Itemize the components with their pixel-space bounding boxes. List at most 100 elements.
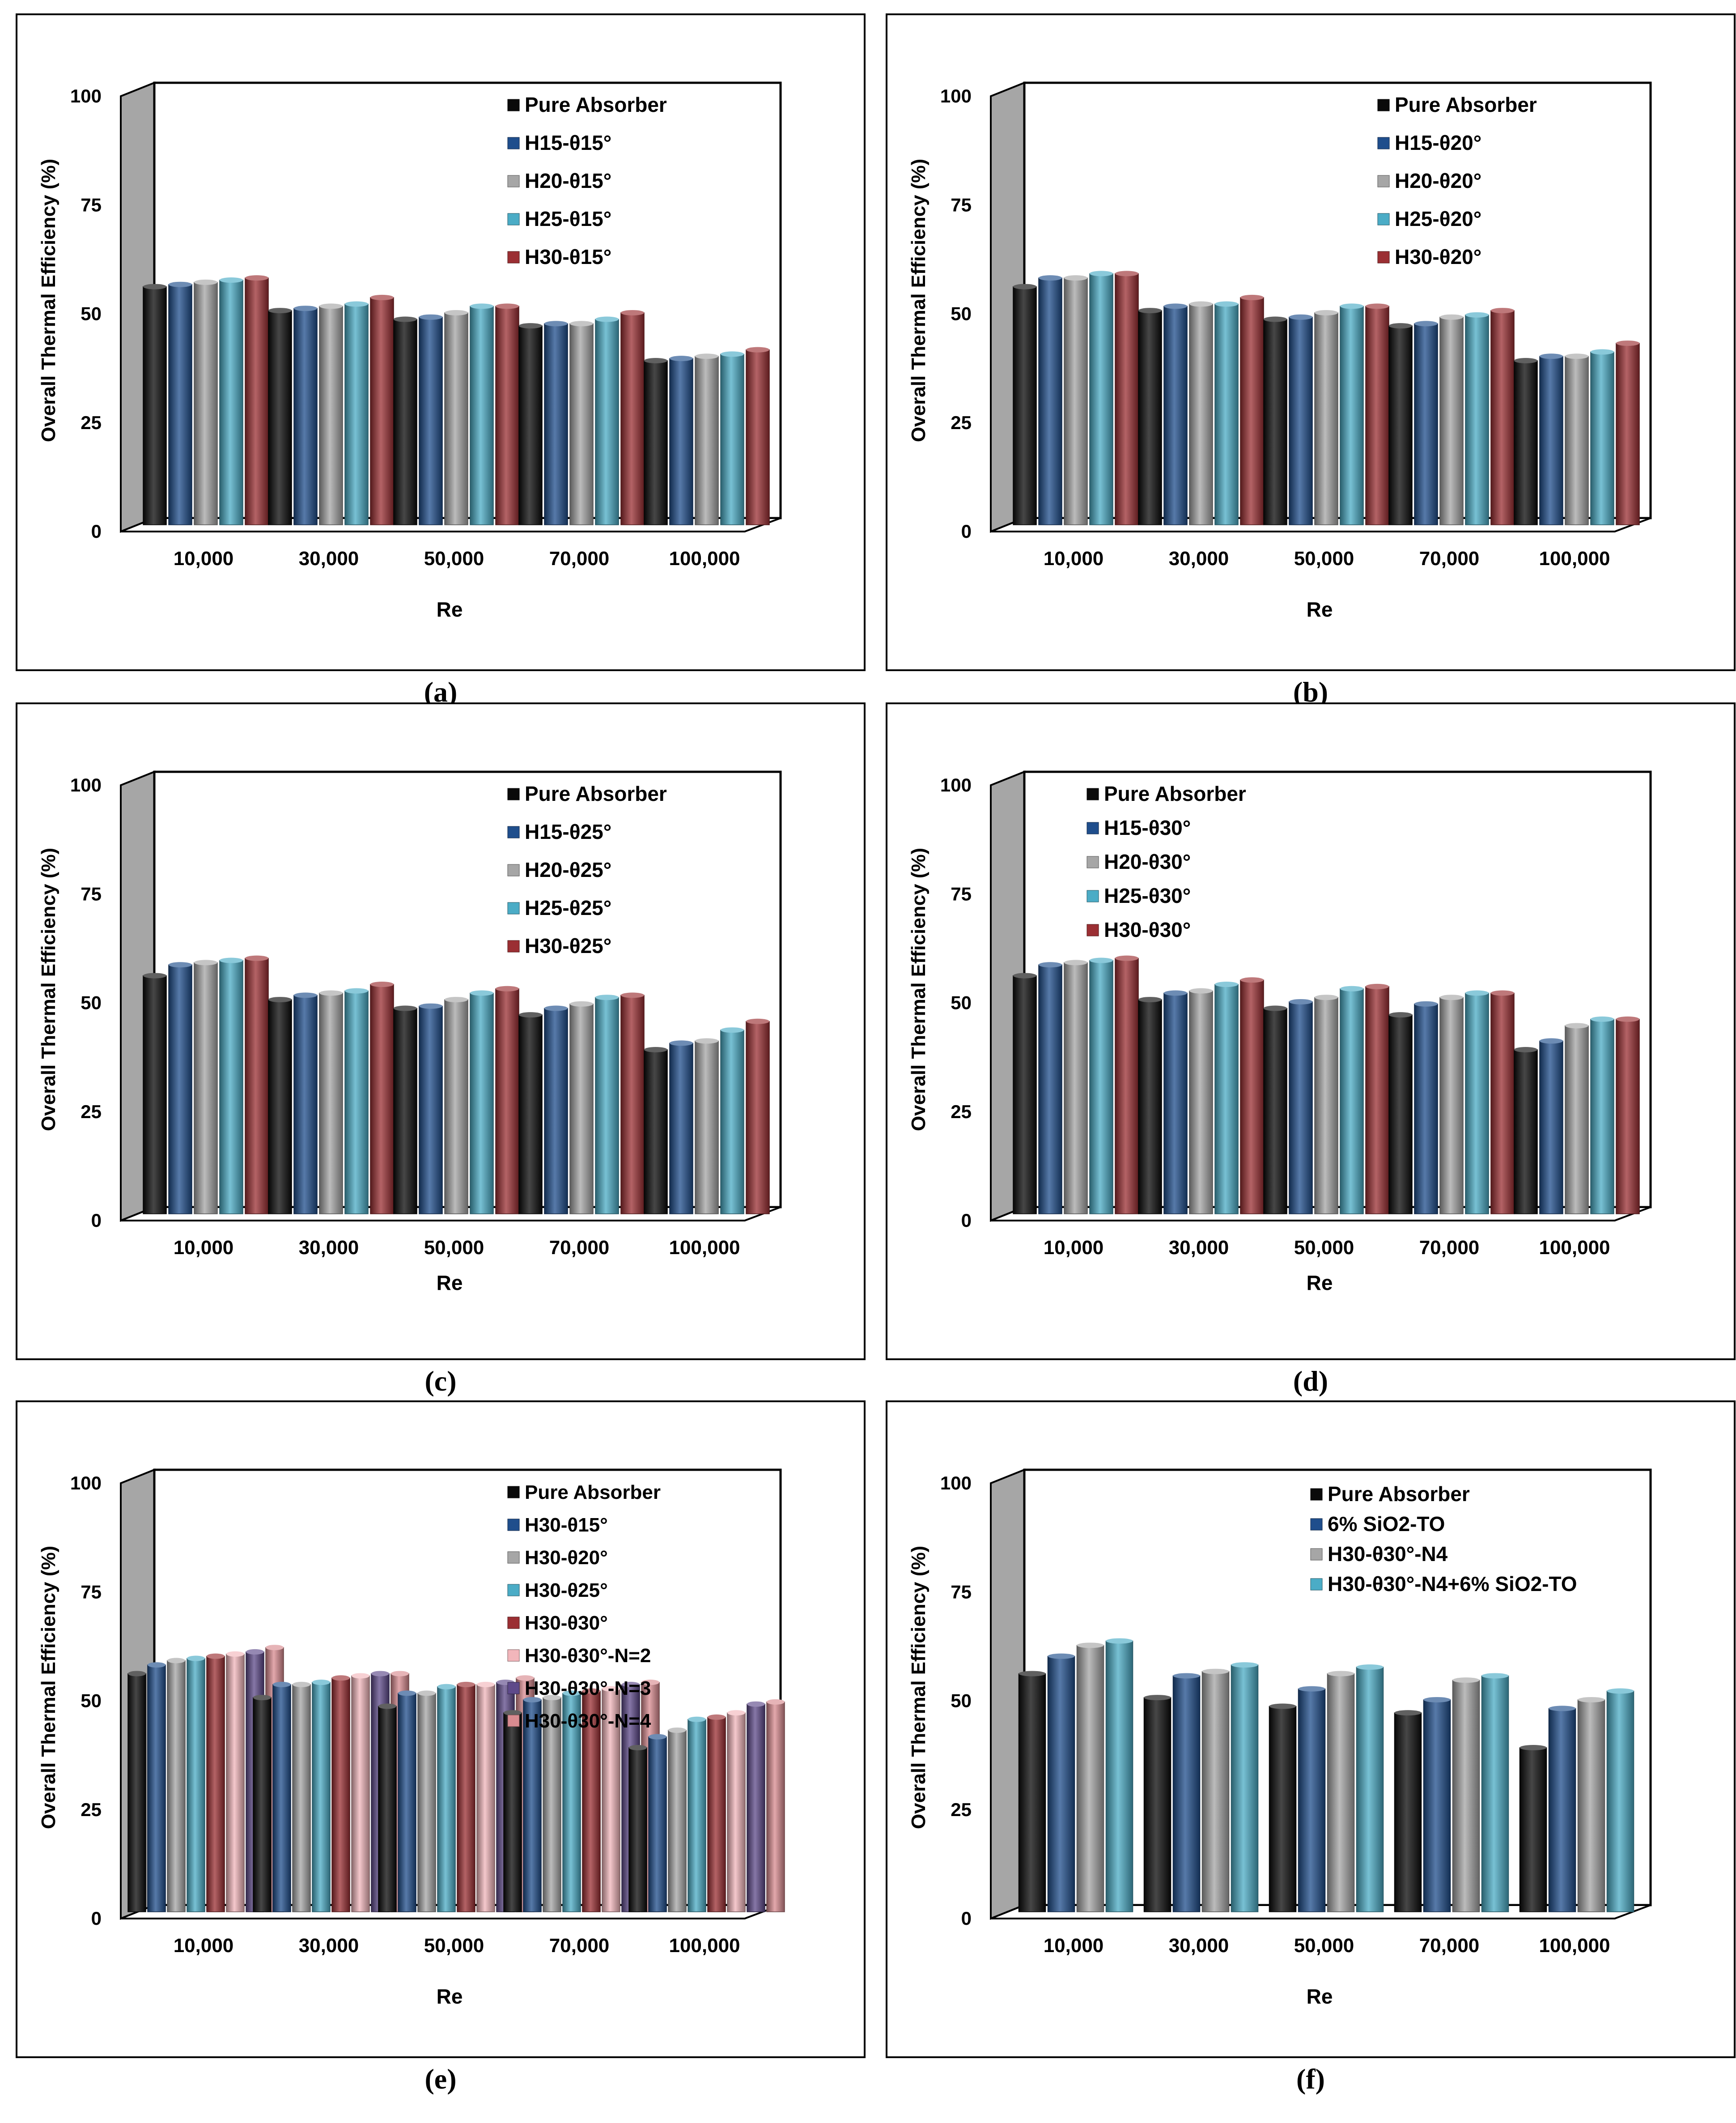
x-axis-label: Re <box>1307 1985 1333 2008</box>
legend-swatch <box>507 1584 520 1596</box>
bar-top <box>378 1703 396 1709</box>
legend-swatch <box>507 940 520 953</box>
x-tick-label: 100,000 <box>669 548 740 570</box>
legend-label: H30-θ20° <box>525 1547 608 1569</box>
bar-d-0-2 <box>1064 962 1088 1214</box>
legend-label: H30-θ25° <box>525 1579 608 1601</box>
bar-top <box>312 1680 330 1685</box>
bar-c-2-1 <box>419 1005 443 1214</box>
legend-label: H20-θ15° <box>525 169 611 192</box>
bar-a-4-0 <box>644 360 668 525</box>
bar-top <box>143 973 166 979</box>
bar-top <box>1164 990 1187 996</box>
bar-top <box>1090 957 1113 963</box>
y-tick-label: 75 <box>81 883 102 904</box>
y-axis-label: Overall Thermal Efficiency (%) <box>38 1546 59 1829</box>
bar-f-0-3 <box>1105 1640 1133 1912</box>
y-tick-label: 0 <box>91 1908 102 1929</box>
y-tick-label: 50 <box>951 992 972 1013</box>
y-tick-label: 75 <box>81 194 102 215</box>
bar-top <box>148 1662 166 1668</box>
bar-top <box>1540 353 1563 359</box>
bar-top <box>1616 340 1639 346</box>
bar-e-4-2 <box>668 1730 687 1912</box>
bar-top <box>445 310 468 315</box>
legend-swatch <box>1087 856 1099 868</box>
bar-top <box>670 1040 693 1046</box>
bar-top <box>1514 1047 1537 1052</box>
bar-top <box>187 1655 205 1661</box>
y-tick-label: 25 <box>81 1799 102 1820</box>
bar-top <box>1039 962 1062 968</box>
legend-label: H25-θ25° <box>525 896 611 919</box>
bar-a-0-0 <box>143 286 167 525</box>
legend-swatch <box>1377 251 1390 264</box>
bar-e-0-5 <box>226 1654 245 1912</box>
bar-top <box>1240 294 1264 300</box>
bar-f-4-2 <box>1577 1699 1605 1912</box>
bar-top <box>1289 999 1312 1004</box>
y-tick-label: 100 <box>70 1472 102 1493</box>
x-tick-label: 30,000 <box>299 1237 359 1259</box>
bar-d-1-2 <box>1189 990 1213 1214</box>
bar-chart: 0 25 50 75 100 Overall Thermal Efficiency (%)… <box>908 770 1652 1294</box>
legend-label: H20-θ25° <box>525 858 611 881</box>
legend-label: H20-θ20° <box>1395 169 1481 192</box>
chart-caption: (e) <box>424 2063 457 2095</box>
x-tick-label: 70,000 <box>1419 548 1480 570</box>
bar-top <box>1465 312 1489 318</box>
y-axis-label: Overall Thermal Efficiency (%) <box>908 848 930 1131</box>
bar-a-0-2 <box>194 282 218 525</box>
bar-d-0-0 <box>1013 975 1037 1214</box>
bar-top <box>220 277 243 283</box>
bar-c-4-2 <box>695 1040 719 1214</box>
bar-top <box>727 1710 745 1716</box>
bar-top <box>470 990 493 996</box>
bar-top <box>496 303 519 309</box>
bar-f-0-1 <box>1047 1655 1075 1912</box>
bar-top <box>668 1727 686 1733</box>
bar-top <box>622 1681 640 1687</box>
legend-label: H15-θ25° <box>525 820 611 843</box>
bar-f-2-1 <box>1298 1688 1326 1912</box>
bar-top <box>1164 303 1187 309</box>
bar-d-1-3 <box>1214 984 1239 1214</box>
legend-label: Pure Absorber <box>1104 782 1246 805</box>
bar-top <box>544 321 568 327</box>
bar-top <box>621 992 644 998</box>
bar-c-2-4 <box>495 988 519 1214</box>
bar-top <box>1106 1638 1133 1644</box>
legend-label: H25-θ15° <box>525 207 611 230</box>
bar-top <box>1090 271 1113 277</box>
y-tick-label: 75 <box>951 1581 972 1602</box>
y-tick-label: 75 <box>951 194 972 215</box>
bar-top <box>207 1653 225 1659</box>
bar-top <box>332 1675 350 1681</box>
bar-e-1-5 <box>351 1675 370 1912</box>
bar-top <box>1215 301 1238 307</box>
legend-swatch <box>507 175 520 187</box>
x-tick-label: 100,000 <box>1539 1935 1610 1957</box>
bar-d-2-1 <box>1289 1001 1313 1214</box>
legend-label: H30-θ15° <box>525 245 611 268</box>
bar-top <box>1039 275 1062 281</box>
bar-top <box>294 306 317 311</box>
bar-b-2-2 <box>1314 312 1338 525</box>
bar-top <box>1115 955 1138 961</box>
bar-d-4-4 <box>1616 1019 1640 1214</box>
bar-e-3-0 <box>503 1712 522 1912</box>
bar-e-3-1 <box>523 1699 542 1912</box>
legend-swatch <box>507 1617 520 1629</box>
bar-top <box>688 1716 706 1722</box>
legend-label: H30-θ30° <box>1104 918 1191 941</box>
bar-a-1-2 <box>319 306 343 525</box>
bar-top <box>602 1686 620 1692</box>
legend-label: H30-θ30°-N=3 <box>525 1677 651 1699</box>
bar-top <box>504 1710 522 1716</box>
bar-top <box>1048 1653 1075 1659</box>
bar-b-4-0 <box>1514 360 1538 525</box>
bar-e-3-2 <box>543 1697 561 1912</box>
bar-top <box>563 1690 581 1696</box>
legend-label: H30-θ30°-N4+6% SiO2-TO <box>1328 1572 1577 1595</box>
legend-swatch <box>507 788 520 800</box>
